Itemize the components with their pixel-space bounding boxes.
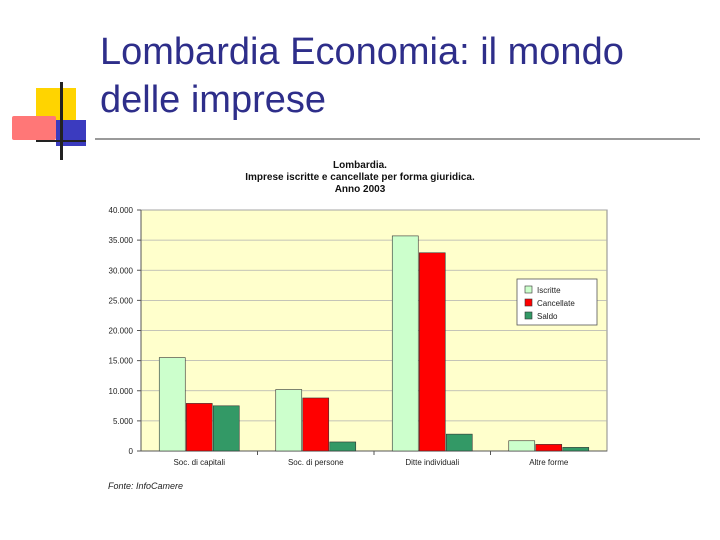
title-divider: [95, 138, 700, 140]
x-tick-label: Ditte individuali: [405, 458, 459, 467]
bar-saldo: [329, 441, 357, 452]
bar-saldo: [562, 447, 590, 452]
bar-iscritte: [391, 235, 419, 452]
bar-saldo: [212, 405, 240, 452]
y-tick-label: 25.000: [109, 296, 134, 305]
y-tick-label: 30.000: [109, 266, 134, 275]
bar-saldo: [445, 433, 473, 452]
bar-cancellate: [535, 444, 563, 452]
y-tick-label: 40.000: [109, 206, 134, 215]
slide-title: Lombardia Economia: il mondo delle impre…: [100, 31, 624, 121]
chart-source: Fonte: InfoCamere: [108, 481, 184, 491]
chart-title-line-2: Imprese iscritte e cancellate per forma …: [245, 172, 475, 183]
bar-iscritte: [275, 389, 303, 452]
y-tick-label: 20.000: [109, 327, 134, 336]
legend-label: Iscritte: [537, 286, 561, 295]
chart-title-line-1: Lombardia.: [333, 160, 387, 171]
chart-title: Lombardia. Imprese iscritte e cancellate…: [140, 160, 580, 196]
y-tick-label: 35.000: [109, 236, 134, 245]
y-tick-label: 0: [129, 447, 134, 456]
y-tick-label: 10.000: [109, 387, 134, 396]
x-tick-label: Soc. di persone: [288, 458, 344, 467]
chart-title-line-3: Anno 2003: [334, 184, 386, 195]
y-tick-label: 15.000: [109, 357, 134, 366]
bar-cancellate: [302, 397, 330, 452]
legend-label: Saldo: [537, 312, 558, 321]
legend-swatch: [524, 285, 533, 294]
legend-swatch: [524, 311, 533, 320]
bar-cancellate: [418, 252, 446, 452]
slide-decoration: [0, 0, 100, 170]
bar-iscritte: [508, 440, 536, 452]
legend-label: Cancellate: [537, 299, 575, 308]
legend-swatch: [524, 298, 533, 307]
x-tick-label: Altre forme: [529, 458, 569, 467]
bar-cancellate: [185, 403, 213, 452]
x-tick-label: Soc. di capitali: [173, 458, 225, 467]
y-tick-label: 5.000: [113, 417, 134, 426]
bar-iscritte: [158, 357, 186, 452]
